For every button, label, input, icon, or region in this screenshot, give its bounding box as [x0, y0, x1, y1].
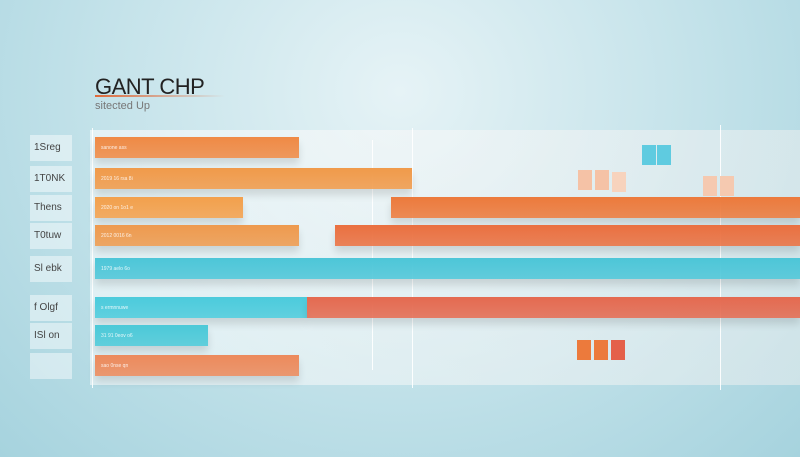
- task-label: 1Sreg: [30, 135, 72, 161]
- task-bar[interactable]: 2020 on 1o1 e: [95, 197, 244, 218]
- task-bar[interactable]: 2019 16 rsa 8i: [95, 168, 413, 189]
- bar-label: 2012 0016 6n: [101, 233, 132, 239]
- chart-subtitle: sitected Up: [95, 100, 151, 112]
- bar-label: 2019 16 rsa 8i: [101, 176, 133, 182]
- task-bar[interactable]: 1979 aelo 6o: [95, 258, 800, 279]
- gridline: [720, 125, 721, 390]
- milestone-marker: [642, 145, 656, 165]
- gridline: [372, 140, 373, 370]
- milestone-marker: [703, 176, 717, 196]
- gridline: [92, 128, 93, 388]
- task-label: f Olgf: [30, 295, 72, 321]
- task-label: Thens: [30, 195, 72, 221]
- milestone-marker: [578, 170, 592, 190]
- task-bar[interactable]: 31 91 0eov o6: [95, 325, 208, 346]
- milestone-marker: [720, 176, 734, 196]
- milestone-marker: [595, 170, 609, 190]
- task-label: Sl ebk: [30, 256, 72, 282]
- milestone-marker: [612, 172, 626, 192]
- task-label: T0tuw: [30, 223, 72, 249]
- milestone-marker: [577, 340, 591, 360]
- milestone-marker: [594, 340, 608, 360]
- milestone-marker: [657, 145, 671, 165]
- title-underline: [95, 95, 225, 97]
- task-bar[interactable]: 2012 0016 6n: [95, 225, 300, 246]
- milestone-marker: [611, 340, 625, 360]
- task-bar[interactable]: [306, 297, 800, 318]
- bar-label: sanone ass: [101, 145, 127, 151]
- task-bar[interactable]: [334, 225, 800, 246]
- task-label: ISl on: [30, 323, 72, 349]
- bar-label: 1979 aelo 6o: [101, 266, 130, 272]
- task-bar[interactable]: sao 0nse qn: [95, 355, 300, 376]
- task-bar[interactable]: s ermnnuwe: [95, 297, 307, 318]
- chart-title: GANT CHP: [95, 74, 205, 99]
- bar-label: 2020 on 1o1 e: [101, 205, 133, 211]
- bar-label: 31 91 0eov o6: [101, 333, 133, 339]
- bar-label: s ermnnuwe: [101, 305, 129, 311]
- task-label: 1T0NK: [30, 166, 72, 192]
- bar-label: sao 0nse qn: [101, 363, 129, 369]
- task-bar[interactable]: [391, 197, 800, 218]
- task-bar[interactable]: sanone ass: [95, 137, 300, 158]
- task-label: [30, 353, 72, 379]
